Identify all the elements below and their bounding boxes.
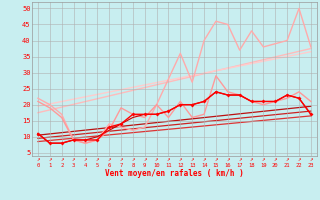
X-axis label: Vent moyen/en rafales ( km/h ): Vent moyen/en rafales ( km/h ) <box>105 169 244 178</box>
